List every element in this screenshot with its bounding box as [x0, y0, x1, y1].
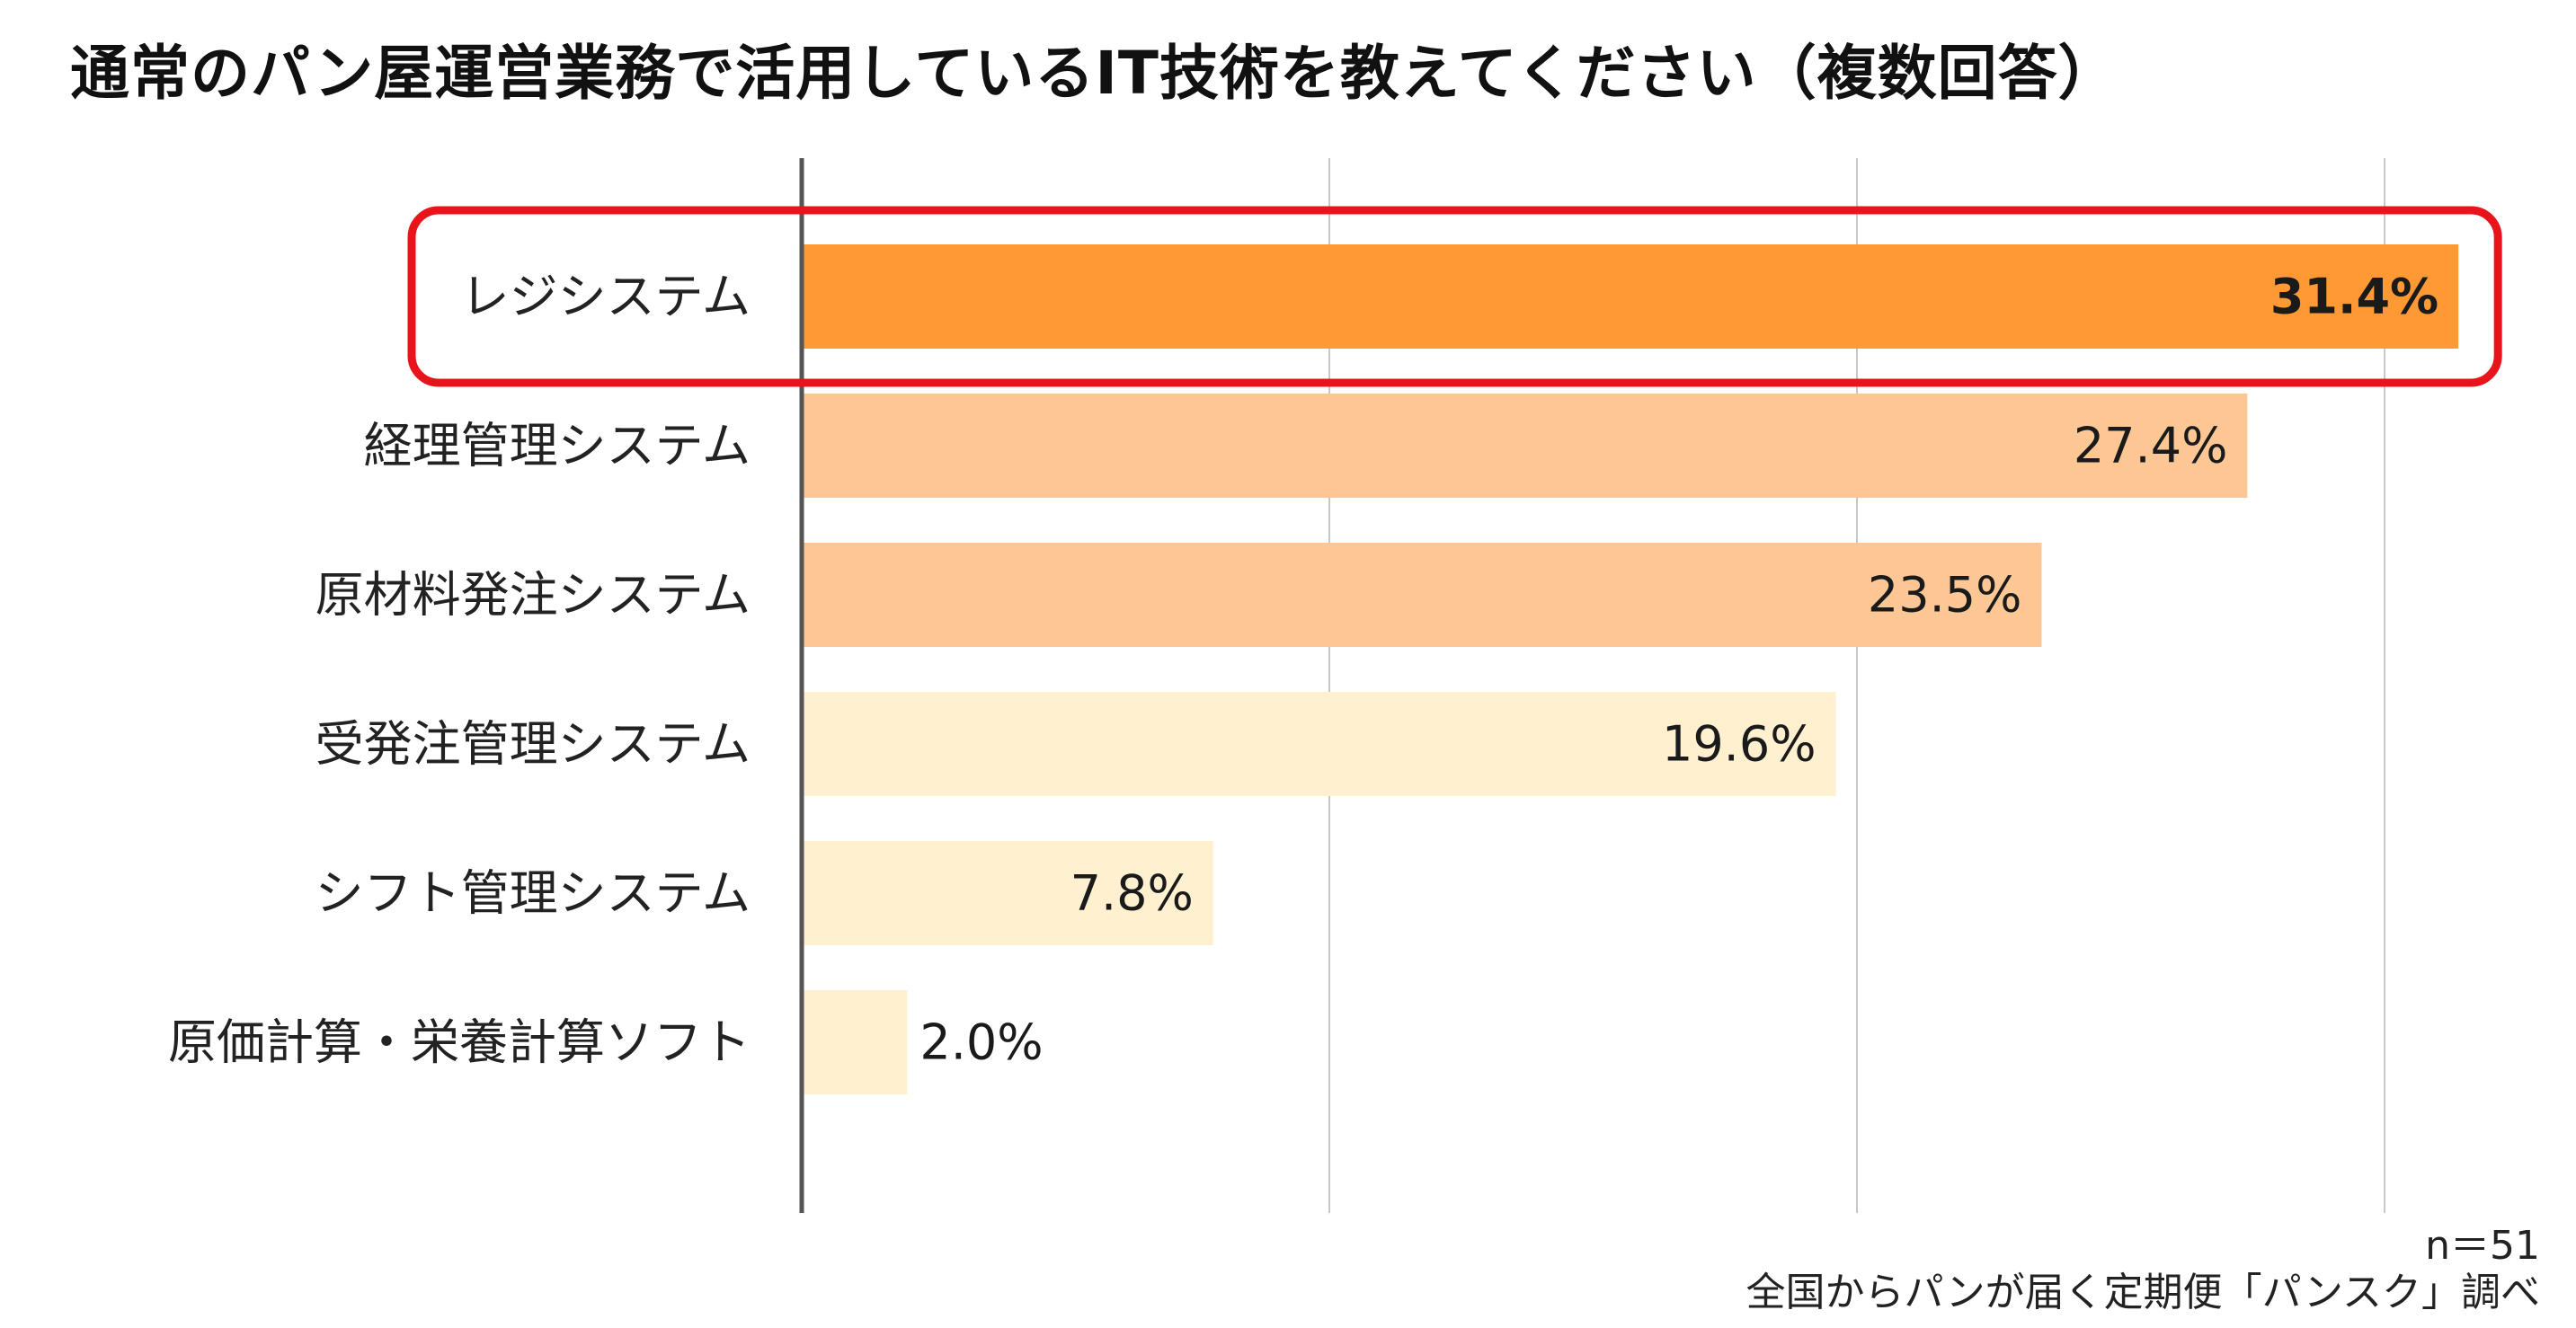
category-label-1: レジシステム: [461, 269, 751, 325]
value-label-6: 2.0%: [919, 1014, 1043, 1071]
category-label-2: 経理管理システム: [364, 418, 751, 474]
source-note: 全国からパンが届く定期便「パンスク」調べ: [1745, 1270, 2540, 1315]
bar-3: [802, 543, 2042, 647]
category-label-4: 受発注管理システム: [315, 716, 751, 773]
value-label-1: 31.4%: [2270, 269, 2438, 325]
category-label-5: シフト管理システム: [315, 865, 751, 922]
bar-6: [802, 990, 908, 1094]
value-label-4: 19.6%: [1662, 716, 1817, 773]
bar-1: [802, 244, 2459, 349]
bar-2: [802, 394, 2248, 498]
value-label-3: 23.5%: [1868, 567, 2022, 624]
value-label-5: 7.8%: [1070, 865, 1194, 922]
category-label-6: 原価計算・栄養計算ソフト: [168, 1014, 751, 1071]
value-label-2: 27.4%: [2074, 418, 2228, 474]
bar-5: [802, 841, 1213, 945]
sample-size: n＝51: [2425, 1223, 2540, 1269]
category-label-3: 原材料発注システム: [315, 567, 751, 624]
chart-title: 通常のパン屋運営業務で活用しているIT技術を教えてください（複数回答）: [70, 39, 2119, 108]
bar-4: [802, 692, 1836, 796]
highlight-box: [407, 206, 2502, 387]
